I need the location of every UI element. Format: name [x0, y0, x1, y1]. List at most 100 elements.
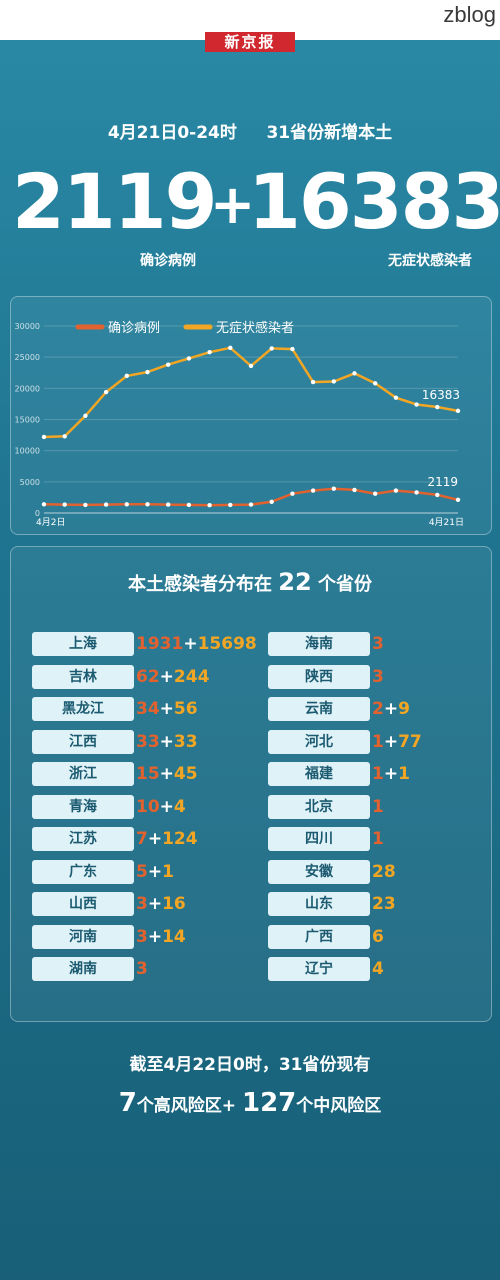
x-tick-label-end: 4月21日 [429, 517, 464, 528]
point-0-6 [166, 502, 171, 507]
point-1-9 [228, 345, 233, 351]
province-name: 四川 [268, 827, 370, 851]
y-tick-label-5: 25000 [15, 353, 40, 362]
province-values: 1 [372, 795, 384, 819]
point-1-3 [103, 389, 109, 395]
plus-sign: + [383, 731, 399, 752]
y-tick-label-3: 15000 [15, 416, 40, 425]
province-name: 辽宁 [268, 957, 370, 981]
high-risk-label: 个高风险区+ [136, 1096, 237, 1116]
trend-chart: 0 5000 10000 15000 20000 25000 30000 4月2日 4月21日 1… [15, 320, 464, 528]
point-1-2 [83, 413, 88, 418]
confirmed-value: 1 [372, 731, 384, 752]
point-1-8 [207, 349, 212, 355]
point-0-16 [373, 491, 378, 496]
point-1-5 [145, 369, 150, 375]
confirmed-value: 3 [136, 926, 148, 947]
province-name: 江苏 [32, 827, 134, 851]
asymptomatic-value: 33 [173, 731, 198, 752]
watermark: zblog [443, 2, 496, 27]
footer-line2: 7个高风险区+ 127个中风险区 [0, 1088, 500, 1118]
asymptomatic-value: 124 [162, 829, 198, 849]
province-name: 湖南 [32, 957, 134, 981]
y-tick-label-1: 5000 [20, 478, 40, 487]
y-tick-label-2: 10000 [15, 447, 40, 456]
province-values: 23 [372, 892, 396, 916]
province-values: 3 [372, 632, 384, 656]
confirmed-value: 1 [372, 796, 384, 817]
province-name: 山东 [268, 892, 370, 916]
province-name: 浙江 [32, 762, 134, 786]
province-values: 7+124 [136, 827, 198, 851]
province-values: 28 [372, 860, 396, 884]
y-tick-label-0: 0 [35, 509, 40, 518]
province-name: 河南 [32, 924, 134, 949]
headline-scope: 31省份新增本土 [266, 123, 393, 143]
point-1-12 [290, 346, 295, 352]
confirmed-value: 1 [372, 829, 384, 849]
province-name: 广西 [268, 924, 370, 949]
province-name: 陕西 [268, 664, 370, 689]
plus-sign: + [147, 894, 163, 914]
confirmed-value: 7 [136, 829, 148, 849]
province-name: 安徽 [268, 859, 370, 884]
province-name: 山西 [32, 892, 134, 916]
province-values: 1+1 [372, 762, 410, 786]
confirmed-value: 34 [136, 699, 160, 719]
province-values: 1+77 [372, 730, 422, 754]
plus-sign: + [159, 731, 174, 752]
high-risk-count: 7 [118, 1088, 137, 1118]
point-1-0 [41, 434, 47, 440]
point-1-7 [186, 356, 192, 361]
province-values: 3+16 [136, 892, 186, 916]
asymptomatic-label: 无症状感染者 [388, 253, 472, 269]
asymptomatic-total: 16383 [248, 157, 500, 246]
province-values: 3+14 [136, 925, 186, 949]
point-0-10 [248, 502, 254, 507]
plus-sign: + [147, 861, 163, 882]
plus-sign: + [383, 764, 399, 784]
list-title-post: 个省份 [317, 574, 372, 595]
province-values: 4 [372, 957, 384, 981]
point-1-20 [455, 408, 461, 414]
plus-sign: + [159, 796, 174, 817]
confirmed-value: 33 [136, 731, 160, 752]
point-1-1 [62, 434, 67, 439]
confirmed-value: 5 [136, 861, 148, 882]
asymptomatic-value: 23 [372, 894, 396, 914]
end-label-confirmed: 2119 [427, 475, 458, 489]
y-tick-label-6: 30000 [15, 322, 40, 331]
point-1-17 [393, 395, 399, 400]
point-0-17 [393, 488, 399, 493]
confirmed-value: 1931 [136, 634, 184, 654]
point-1-18 [414, 402, 419, 407]
point-0-3 [103, 502, 109, 507]
plus-sign: + [147, 829, 163, 849]
province-values: 34+56 [136, 697, 198, 721]
province-values: 2+9 [372, 697, 410, 721]
point-0-18 [414, 490, 419, 495]
end-label-asymptomatic: 16383 [422, 388, 460, 402]
asymptomatic-value: 56 [173, 699, 198, 719]
list-title-pre: 本土感染者分布在 [128, 574, 273, 595]
point-0-7 [186, 502, 192, 508]
plus-sign: + [147, 926, 163, 947]
province-name: 河北 [268, 729, 370, 754]
point-0-13 [310, 488, 316, 493]
point-1-16 [373, 381, 378, 386]
point-0-9 [228, 502, 233, 508]
province-name: 上海 [32, 632, 134, 656]
point-0-5 [145, 502, 150, 507]
plus-sign: + [183, 634, 198, 654]
province-values: 10+4 [136, 795, 186, 819]
headline-date: 4月21日0-24时 [107, 123, 237, 143]
point-0-20 [455, 497, 461, 502]
plus-sign: + [159, 666, 174, 687]
province-values: 1 [372, 827, 384, 851]
point-0-19 [435, 492, 440, 498]
point-1-10 [248, 363, 254, 369]
asymptomatic-value: 9 [398, 699, 410, 719]
province-values: 6 [372, 925, 384, 949]
confirmed-value: 3 [372, 634, 384, 654]
y-tick-label-4: 20000 [15, 384, 40, 393]
